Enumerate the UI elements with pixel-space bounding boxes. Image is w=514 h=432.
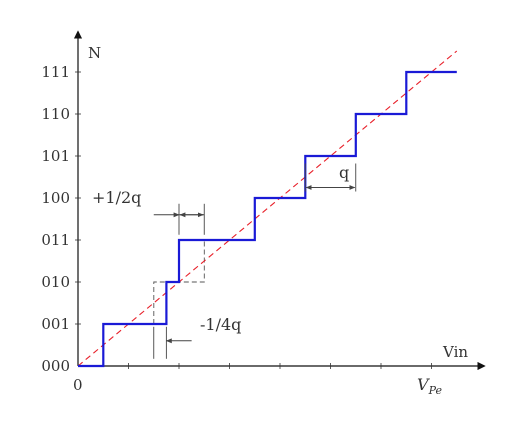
quarter-q-label: -1/4q (200, 315, 241, 334)
x-ticks (128, 363, 432, 369)
x-end-label-sub: Pe (428, 384, 443, 397)
y-tick-label: 001 (41, 315, 70, 333)
x-axis-label: Vin (442, 343, 468, 361)
x-end-label-main: V (417, 375, 430, 394)
y-tick-label: 101 (41, 147, 70, 165)
y-tick-label: 000 (41, 357, 70, 375)
series-layer (77, 50, 458, 368)
grid-and-axes: 000 001 010 011 100 101 110 111 (41, 30, 486, 375)
y-tick-label: 111 (41, 63, 70, 81)
x-origin-label: 0 (73, 376, 83, 394)
ideal-line-series (77, 50, 458, 367)
y-ticks: 000 001 010 011 100 101 110 111 (41, 63, 81, 375)
annotation-layer: +1/2q -1/4q q (92, 163, 357, 359)
quantizer-staircase-series (78, 70, 457, 368)
q-label: q (339, 163, 349, 182)
half-q-label: +1/2q (92, 188, 141, 207)
y-tick-label: 110 (41, 105, 70, 123)
y-axis-label: N (88, 44, 101, 62)
y-tick-label: 100 (41, 189, 70, 207)
x-end-label: VPe (417, 375, 442, 397)
y-tick-label: 010 (41, 273, 70, 291)
y-tick-label: 011 (41, 231, 70, 249)
